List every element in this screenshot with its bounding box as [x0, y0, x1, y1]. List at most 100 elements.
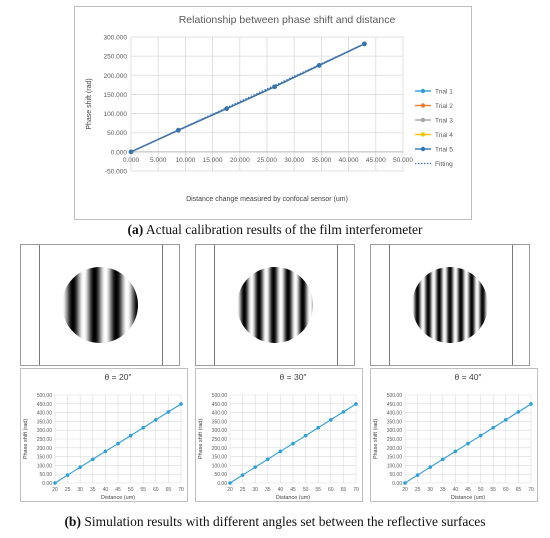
- data-point: [303, 433, 308, 438]
- y-tick-label: 300.00: [387, 428, 403, 434]
- data-point: [154, 418, 158, 422]
- x-tick-label: 70: [178, 487, 184, 493]
- y-tick-label: 400.00: [212, 411, 228, 417]
- data-point: [78, 465, 82, 469]
- small-chart-panel-2: θ = 30″ 500.00 450.00 400.00 35 0.00 300.00 250…: [195, 368, 363, 502]
- caption-b-label: (b): [64, 514, 81, 529]
- fringe-stripes: [62, 267, 138, 343]
- x-tick-label: 25: [65, 487, 71, 493]
- data-point: [166, 410, 171, 414]
- data-point: [316, 425, 320, 430]
- data-point: [278, 449, 283, 454]
- y-tick-label: 250.00: [387, 437, 403, 443]
- x-tick-label: 10.000: [175, 157, 195, 164]
- x-tick-label: 35: [440, 487, 446, 493]
- data-point: [341, 410, 346, 414]
- x-tick-label: 50: [303, 487, 309, 493]
- x-axis-title: Distance change measured by confocal sen…: [186, 196, 348, 203]
- y-axis-title: Phase shift (rad): [198, 419, 204, 460]
- fringe-image-3: [370, 244, 530, 366]
- x-tick-label: 55: [490, 487, 496, 493]
- legend-marker: [420, 88, 426, 94]
- x-tick-label: 30: [427, 487, 433, 493]
- x-tick-label: 60: [503, 487, 509, 493]
- legend-label: Trial 2: [435, 103, 453, 110]
- fringe-stripes: [412, 267, 488, 343]
- y-tick-label: 250.00: [212, 437, 228, 443]
- y-tick-label: 200.00: [387, 446, 403, 452]
- x-tick-label: 20: [227, 487, 233, 493]
- x-tick-label: 30: [252, 487, 258, 493]
- x-tick-label: 65: [516, 487, 522, 493]
- data-point: [529, 402, 533, 406]
- fringe-image-2: [195, 244, 355, 366]
- x-tick-label: 40: [103, 487, 109, 493]
- data-point: [266, 457, 270, 462]
- data-point: [403, 481, 407, 485]
- fringe-image-1: [20, 244, 180, 366]
- data-point: [453, 449, 458, 454]
- y-tick-label: 100.00: [387, 463, 403, 469]
- y-tick-label: 450.00: [212, 402, 228, 408]
- data-point: [354, 402, 358, 406]
- data-point: [228, 481, 232, 485]
- y-tick-label: 500.00: [212, 393, 228, 399]
- y-tick-label: 450.00: [387, 402, 403, 408]
- caption-a-label: (a): [127, 222, 144, 237]
- legend-marker: [420, 146, 426, 152]
- data-point: [441, 457, 445, 462]
- caption-b: (b) Simulation results with different an…: [0, 514, 550, 530]
- data-point: [141, 425, 145, 430]
- top-chart: Relationship between phase shift and dis…: [86, 14, 453, 203]
- y-tick-label: 50.000: [107, 130, 127, 137]
- data-point: [491, 425, 495, 430]
- y-tick-label: 150.00: [387, 455, 403, 461]
- y-tick-label: 0.00: [217, 481, 227, 487]
- small-chart-title: θ = 30″: [280, 372, 307, 382]
- data-point: [415, 473, 420, 477]
- small-chart-title: θ = 20″: [105, 372, 132, 382]
- x-tick-label: 65: [166, 487, 172, 493]
- data-point: [329, 418, 333, 422]
- y-tick-label: 350.00: [37, 419, 53, 425]
- fringe-pattern-2: [237, 267, 313, 343]
- fitting-line: [130, 42, 366, 153]
- x-tick-label: 20.000: [230, 157, 250, 164]
- x-tick-label: 50.000: [393, 157, 413, 164]
- y-tick-label: 150.00: [37, 455, 53, 461]
- data-point: [362, 41, 367, 47]
- data-point: [103, 449, 108, 454]
- y-tick-label: 350.00: [387, 419, 403, 425]
- x-tick-label: 25.000: [257, 157, 277, 164]
- top-chart-panel: Relationship between phase shift and dis…: [74, 6, 472, 220]
- y-tick-label: -50.000: [105, 169, 127, 176]
- x-axis-title: Distance (um): [451, 495, 485, 501]
- x-tick-label: 60: [153, 487, 159, 493]
- y-tick-label: 100.00: [37, 463, 53, 469]
- caption-b-text: Simulation results with different angles…: [80, 514, 486, 529]
- y-tick-label: 100.000: [104, 111, 128, 118]
- x-tick-label: 30.000: [284, 157, 304, 164]
- caption-a: (a) Actual calibration results of the fi…: [0, 222, 550, 238]
- data-point: [179, 402, 183, 406]
- data-point: [428, 465, 432, 469]
- data-point: [116, 441, 120, 446]
- data-point: [128, 433, 133, 438]
- small-chart-panel-1: θ = 20″ 500.00 450.00 400.00 350.00 300.00 250…: [20, 368, 188, 502]
- y-tick-label: 300.00: [212, 428, 228, 434]
- data-point: [91, 457, 95, 462]
- y-tick-label: 50.00: [214, 472, 227, 478]
- x-tick-label: 55: [315, 487, 321, 493]
- x-axis-title: Distance (um): [101, 495, 135, 501]
- y-tick-label: 0.00: [42, 481, 52, 487]
- fringe-pattern-1: [62, 267, 138, 343]
- x-tick-label: 40: [453, 487, 459, 493]
- y-tick-label: 300.000: [104, 35, 128, 42]
- legend-label: Trial 3: [435, 118, 453, 125]
- x-tick-label: 35.000: [311, 157, 331, 164]
- small-chart-3: θ = 40″500.00450.00400.00350.00300.00250…: [373, 372, 534, 501]
- x-tick-label: 35: [265, 487, 271, 493]
- x-tick-label: 60: [328, 487, 334, 493]
- y-tick-label: 500.00: [387, 393, 403, 399]
- x-tick-label: 40: [278, 487, 284, 493]
